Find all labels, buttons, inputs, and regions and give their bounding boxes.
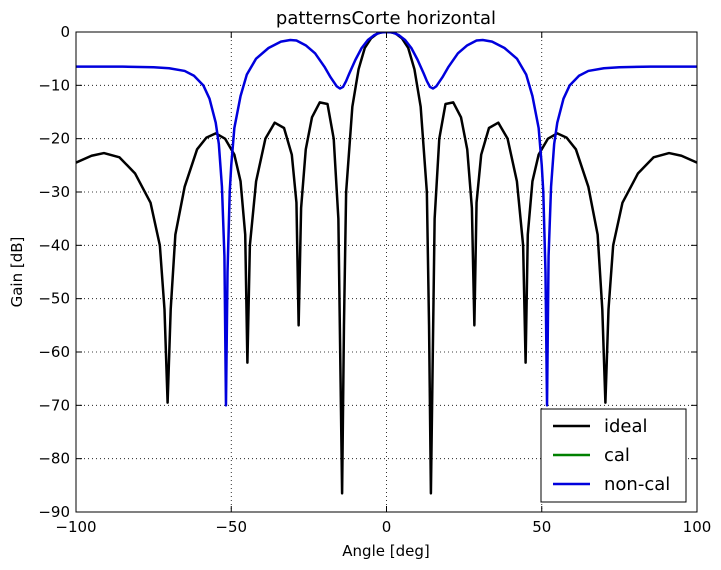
y-tick-label: −30 — [38, 183, 70, 201]
y-axis: 0 −10 −20 −30 −40 −50 −60 −70 −80 −90 — [38, 23, 697, 521]
legend-label-cal: cal — [604, 445, 630, 466]
y-tick-label: −40 — [38, 236, 70, 254]
legend: ideal cal non-cal — [540, 408, 687, 503]
legend-label-ideal: ideal — [604, 416, 648, 437]
x-tick-label: 50 — [532, 518, 551, 536]
y-tick-label: −20 — [38, 130, 70, 148]
series-line-ideal — [76, 32, 697, 495]
y-tick-label: −70 — [38, 396, 70, 414]
y-tick-label: 0 — [60, 23, 70, 41]
y-tick-label: −90 — [38, 503, 70, 521]
legend-label-non-cal: non-cal — [604, 474, 670, 495]
y-tick-label: −80 — [38, 450, 70, 468]
x-tick-label: 100 — [683, 518, 712, 536]
y-axis-label: Gain [dB] — [8, 237, 26, 308]
x-tick-label: 0 — [382, 518, 392, 536]
y-tick-label: −60 — [38, 343, 70, 361]
x-axis: −100 −50 0 50 100 — [55, 32, 711, 536]
series-line-non-cal — [76, 32, 697, 407]
series-layer — [76, 32, 697, 495]
y-tick-label: −10 — [38, 76, 70, 94]
chart-title: patternsCorte horizontal — [276, 8, 496, 29]
x-tick-label: −100 — [55, 518, 96, 536]
x-tick-label: −50 — [215, 518, 247, 536]
x-axis-label: Angle [deg] — [342, 542, 429, 560]
y-tick-label: −50 — [38, 290, 70, 308]
